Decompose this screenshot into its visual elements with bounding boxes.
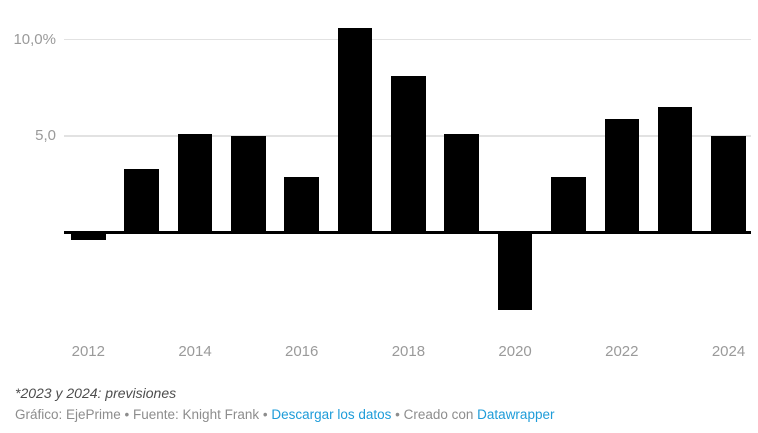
- source-text: Fuente: Knight Frank: [133, 407, 260, 422]
- x-tick-label-2018: 2018: [391, 343, 426, 360]
- bar-2024: [711, 136, 746, 233]
- bar-2022: [604, 118, 640, 233]
- x-tick-label-2016: 2016: [285, 343, 319, 360]
- bar-2012: [71, 232, 106, 241]
- separator: •: [391, 407, 404, 422]
- bar-2014: [177, 134, 213, 233]
- bar-2016: [284, 176, 319, 233]
- x-tick-label-2012: 2012: [71, 343, 105, 360]
- y-tick-label: 10,0%: [13, 30, 56, 48]
- attribution-line: Gráfico: EjePrime • Fuente: Knight Frank…: [15, 406, 748, 423]
- gridline-10: [64, 38, 751, 41]
- y-tick-label: 5,0: [35, 127, 56, 144]
- bar-2021: [551, 176, 586, 233]
- bar-2018: [391, 76, 426, 233]
- forecast-note: *2023 y 2024: previsiones: [15, 385, 177, 401]
- x-tick-label-2020: 2020: [498, 343, 532, 360]
- datawrapper-link[interactable]: Datawrapper: [477, 407, 555, 422]
- x-tick-label-2014: 2014: [178, 343, 212, 360]
- bar-2013: [124, 168, 159, 233]
- x-tick-label-2024: 2024: [711, 343, 746, 360]
- chart-footer: *2023 y 2024: previsiones Gráfico: EjePr…: [15, 384, 748, 423]
- created-with-text: Creado con: [403, 407, 478, 422]
- zero-baseline: [64, 231, 751, 234]
- bar-2015: [231, 136, 266, 233]
- separator: •: [259, 407, 272, 422]
- credit-text: Gráfico: EjePrime: [15, 407, 121, 422]
- bar-2019: [444, 134, 480, 233]
- separator: •: [120, 407, 134, 422]
- download-data-link[interactable]: Descargar los datos: [271, 407, 392, 422]
- bar-2020: [497, 232, 533, 310]
- bar-2023: [657, 107, 693, 233]
- x-tick-label-2022: 2022: [605, 343, 639, 360]
- bar-2017: [337, 27, 373, 233]
- plot-area: 10,0% 5,0 2012 2014 2016 2018 2020 2022 2024: [13, 27, 751, 360]
